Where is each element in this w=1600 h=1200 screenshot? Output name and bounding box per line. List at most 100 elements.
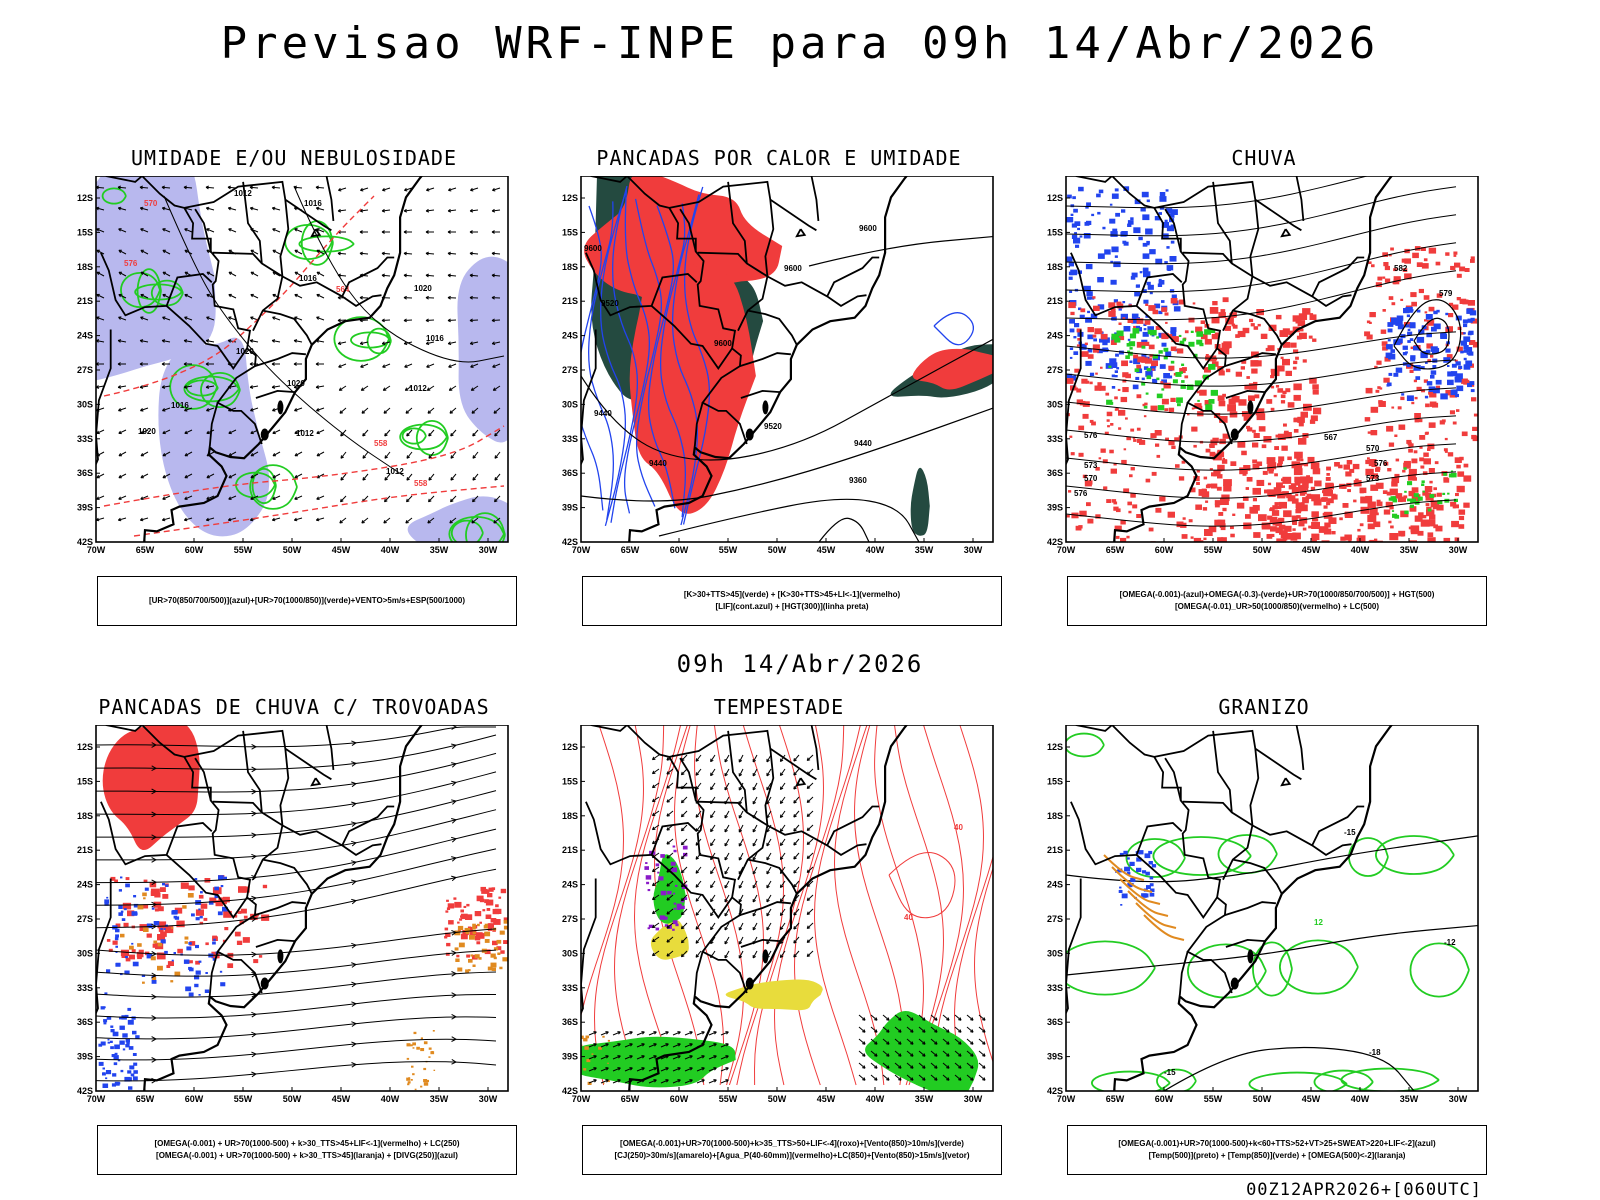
contour-label: 9440 xyxy=(594,409,612,418)
streamline-850 xyxy=(674,725,724,1086)
page-title: Previsao WRF-INPE para 09h 14/Abr/2026 xyxy=(220,18,1380,69)
contour-label: 1012 xyxy=(386,467,404,476)
lon-tick-label: 50W xyxy=(768,545,787,555)
border-line xyxy=(1295,176,1305,221)
contour-label: 576 xyxy=(124,259,138,268)
temp-850-contour xyxy=(1125,838,1186,878)
contour-label: 558 xyxy=(374,439,388,448)
contour-label: 9440 xyxy=(649,459,667,468)
border-line xyxy=(166,854,248,919)
border-line xyxy=(1222,825,1254,881)
map-frame xyxy=(95,176,509,543)
lon-tick-label: 55W xyxy=(234,545,253,555)
border-line xyxy=(1154,729,1302,781)
panel-legend: [OMEGA(-0.001)-(azul)+OMEGA(-0.3)-(verde… xyxy=(1067,576,1487,626)
lat-tick-label: 15S xyxy=(562,776,578,786)
lat-tick-label: 42S xyxy=(77,1086,93,1096)
border-line xyxy=(1070,801,1183,866)
lat-tick-label: 27S xyxy=(1047,365,1063,375)
lat-tick-label: 24S xyxy=(1047,331,1063,341)
border-line xyxy=(1232,309,1283,346)
humidity-low-contour xyxy=(150,279,184,307)
wind-vectors xyxy=(96,185,501,524)
temp-850-contour xyxy=(1340,1067,1440,1091)
lon-tick-label: 60W xyxy=(670,545,689,555)
border-line xyxy=(212,800,382,856)
contour-label: 1012 xyxy=(409,384,427,393)
lon-tick-label: 40W xyxy=(381,1094,400,1104)
isobar xyxy=(163,195,405,477)
divergence-area xyxy=(98,1006,140,1090)
border-line xyxy=(208,951,219,996)
border-line xyxy=(651,854,733,919)
lon-tick-label: 45W xyxy=(817,1094,836,1104)
temp-500-contour xyxy=(1066,835,1478,883)
map-chuva[interactable]: 582 579 576 573 570 567 576 573 570 576 12S 15S 18S 2… xyxy=(1044,176,1484,576)
streamline-850 xyxy=(594,725,644,1086)
map-umidade[interactable]: 1012 1016 1016 1020 1020 1020 1016 1012 1012 1012… xyxy=(74,176,514,576)
panel-granizo: GRANIZO -18 -15 -15 -12 12 12S 15S 18S 21S 24S 27S… xyxy=(1044,695,1487,1175)
lon-tick-label: 45W xyxy=(817,545,836,555)
thickness-contour xyxy=(103,195,375,397)
border-line xyxy=(737,825,769,881)
thickness-contour xyxy=(133,485,505,537)
temp-850-contour xyxy=(1066,732,1105,758)
lat-tick-label: 36S xyxy=(77,468,93,478)
contour-label: 576 xyxy=(1084,431,1098,440)
lon-tick-label: 70W xyxy=(572,1094,591,1104)
lake-patos xyxy=(277,949,284,964)
border-line xyxy=(212,251,382,307)
lifted-index-contour xyxy=(600,191,627,527)
lat-tick-label: 42S xyxy=(1047,1086,1063,1096)
lon-tick-label: 30W xyxy=(1449,545,1468,555)
border-line xyxy=(279,199,290,277)
lon-tick-label: 50W xyxy=(1253,545,1272,555)
border-line xyxy=(1222,276,1254,332)
border-line xyxy=(100,801,213,866)
contour-label: 9600 xyxy=(584,244,602,253)
strong-wind-area xyxy=(581,1036,736,1088)
lat-tick-label: 24S xyxy=(77,880,93,890)
border-line xyxy=(581,329,597,467)
panel-chuva: CHUVA 582 579 576 573 570 567 576 573 570 576 12S 1… xyxy=(1044,146,1487,626)
thunderstorm-area xyxy=(444,886,508,960)
lat-tick-label: 18S xyxy=(1047,811,1063,821)
lifted-index-contour xyxy=(623,189,651,514)
run-info-label: 00Z12APR2026+[060UTC] xyxy=(1246,1180,1482,1200)
lat-tick-label: 33S xyxy=(562,983,578,993)
hail-area xyxy=(1115,850,1157,906)
map-pancadas-calor[interactable]: 9600 9600 9600 9600 9520 9440 9520 9440 9440 9360… xyxy=(559,176,999,576)
border-line xyxy=(1249,748,1260,826)
lon-tick-label: 55W xyxy=(719,545,738,555)
border-line xyxy=(96,878,112,1016)
streamline-850 xyxy=(874,725,924,1086)
map-granizo[interactable]: -18 -15 -15 -12 12 12S 15S 18S 21S 24S 27S 30S 33S 36… xyxy=(1044,725,1484,1125)
lon-tick-label: 70W xyxy=(87,1094,106,1104)
lat-tick-label: 12S xyxy=(77,742,93,752)
humidity-low-contour xyxy=(350,331,391,349)
lat-tick-label: 42S xyxy=(1047,537,1063,547)
border-line xyxy=(262,858,313,895)
lat-tick-label: 36S xyxy=(1047,468,1063,478)
lat-tick-label: 36S xyxy=(77,1017,93,1027)
contour-label: 9600 xyxy=(859,224,877,233)
strong-ascent-area xyxy=(1388,467,1458,519)
coastline-east xyxy=(628,725,909,1091)
lat-tick-label: 18S xyxy=(562,262,578,272)
map-tempestade[interactable]: 40 40 12S 15S 18S 21S 24S 27S 30S 33S 36S 39S 42S70W… xyxy=(559,725,999,1125)
legend-line-1: [OMEGA(-0.001) + UR>70(1000-500) + k>30_… xyxy=(154,1139,460,1148)
humidity-low-contour xyxy=(101,187,127,205)
border-line xyxy=(1164,757,1182,801)
lat-tick-label: 21S xyxy=(77,296,93,306)
humidity-low-contour xyxy=(399,423,448,451)
humidity-low-contour xyxy=(136,268,162,314)
border-line xyxy=(693,951,704,996)
contour-label: 1016 xyxy=(304,199,322,208)
lat-tick-label: 24S xyxy=(562,880,578,890)
map-frame xyxy=(1065,725,1479,1092)
lon-tick-label: 65W xyxy=(621,1094,640,1104)
border-line xyxy=(1066,329,1082,467)
border-line xyxy=(255,938,296,948)
